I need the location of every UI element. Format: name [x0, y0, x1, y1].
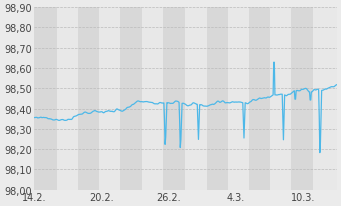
- Bar: [228, 8, 249, 190]
- Bar: [163, 8, 186, 190]
- Bar: [57, 8, 78, 190]
- Bar: [99, 8, 120, 190]
- Bar: [120, 8, 142, 190]
- Bar: [142, 8, 163, 190]
- Bar: [78, 8, 99, 190]
- Bar: [249, 8, 270, 190]
- Bar: [207, 8, 228, 190]
- Bar: [34, 8, 57, 190]
- Bar: [313, 8, 337, 190]
- Bar: [292, 8, 313, 190]
- Bar: [270, 8, 292, 190]
- Bar: [186, 8, 207, 190]
